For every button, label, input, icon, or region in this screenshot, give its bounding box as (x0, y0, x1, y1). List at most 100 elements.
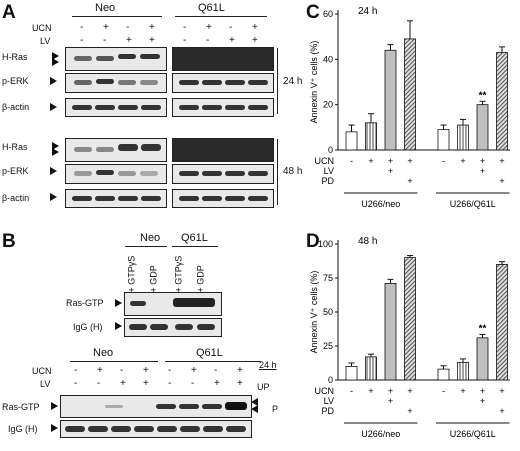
chart-c-ylabel: Annexin V⁺ cells (%) (309, 41, 319, 124)
panel-b-bottom-neo: Neo (93, 347, 114, 359)
chart-d-row-label: PD (321, 406, 334, 416)
panel-a-q61l-rule (175, 16, 267, 17)
panel-b-lv-sign-4: - (168, 378, 172, 389)
chart-c-significance: ** (479, 90, 487, 101)
chart-c-group-label: U266/neo (361, 199, 400, 209)
panel-b-ucn-label: UCN (32, 366, 52, 376)
chart-c-condition-sign: + (480, 166, 485, 176)
blot-hras-q61l-24 (172, 47, 274, 71)
arrow-icon (51, 402, 58, 410)
panel-b-treatment-2: + GTPγS (173, 255, 184, 293)
panel-a-ucn-sign-3: + (149, 22, 155, 33)
chart-c-bar (384, 49, 397, 151)
chart-d-ytick-label: 25 (323, 341, 333, 351)
chart-c-title: 24 h (358, 6, 377, 17)
panel-b-ucn-sign-0: - (74, 365, 78, 376)
panel-b-bottom-neo-rule (70, 361, 158, 362)
chart-d-condition-sign: + (368, 386, 373, 396)
chart-c-condition-sign: + (499, 176, 504, 186)
chart-c-condition-sign: - (442, 156, 445, 166)
chart-d-bar (476, 337, 489, 381)
chart-c-bar (345, 131, 358, 151)
chart-c-ytick-label: 20 (323, 100, 333, 110)
panel-a-lv-sign-7: + (252, 35, 258, 46)
panel-b-up-label: UP (257, 382, 270, 392)
chart-c-row-label: LV (324, 166, 334, 176)
blot-hras-neo-24 (65, 47, 167, 71)
chart-d-condition-sign: + (480, 386, 485, 396)
panel-a-bactin-24-label: β-actin (2, 102, 30, 112)
panel-a-lv-sign-2: + (126, 35, 132, 46)
panel-b-top-neo-rule (125, 246, 167, 247)
panel-b-bottom-q61l: Q61L (196, 347, 223, 359)
panel-c-letter: C (306, 2, 320, 23)
arrow-icon (251, 398, 258, 406)
blot-perk-neo-24 (65, 73, 167, 93)
blot-bactin-neo-24 (65, 98, 167, 117)
chart-d-group-label: U266/neo (361, 429, 400, 439)
chart-d-ytick-label: 50 (323, 307, 333, 317)
chart-c-condition-sign: + (460, 156, 465, 166)
panel-b-bottom-igg-label: IgG (H) (8, 424, 38, 434)
blot-perk-q61l-24 (172, 73, 274, 93)
blot-perk-q61l-48 (172, 164, 274, 184)
arrow-icon (115, 299, 122, 307)
chart-d-condition-sign: + (499, 386, 504, 396)
panel-d-letter: D (306, 231, 320, 252)
panel-a-letter: A (2, 2, 16, 23)
blot-rasgtp-top (124, 292, 222, 316)
chart-c-bar (365, 122, 377, 151)
panel-a-lv-sign-3: + (149, 35, 155, 46)
chart-d-bar (457, 361, 469, 381)
panel-a-ucn-label: UCN (32, 23, 52, 33)
arrow-icon (50, 167, 57, 175)
chart-d-bar (384, 283, 397, 381)
chart-d-ytick-label: 75 (323, 273, 333, 283)
panel-a-lv-sign-6: + (229, 35, 235, 46)
arrow-icon (52, 58, 59, 66)
chart-d-condition-sign: + (460, 386, 465, 396)
panel-a-group-q61l: Q61L (198, 2, 225, 14)
panel-a-ucn-sign-2: - (126, 22, 130, 33)
panel-b-ucn-sign-7: + (237, 365, 243, 376)
chart-c-bar (476, 104, 489, 151)
panel-a-perk-48-label: p-ERK (2, 166, 29, 176)
chart-d-condition-sign: + (407, 386, 412, 396)
arrow-icon (52, 142, 59, 150)
panel-b-lv-sign-7: + (237, 378, 243, 389)
panel-b-time-24: 24 h (259, 360, 277, 370)
blot-igg-bottom (60, 420, 252, 438)
arrow-icon (51, 424, 58, 432)
panel-a-ucn-sign-6: - (229, 22, 233, 33)
panel-b-treatment-0: + GTPγS (126, 255, 137, 293)
panel-b-ucn-sign-4: - (168, 365, 172, 376)
blot-bactin-q61l-48 (172, 189, 274, 208)
chart-c-condition-sign: + (407, 176, 412, 186)
panel-a-group-neo: Neo (95, 2, 116, 14)
chart-d-condition-sign: + (480, 396, 485, 406)
chart-c-ytick-label: 0 (328, 145, 333, 155)
panel-b-p-label: P (272, 404, 279, 414)
panel-b-lv-sign-6: + (214, 378, 220, 389)
panel-a-neo-rule (72, 16, 162, 17)
chart-d-bar (437, 368, 450, 381)
panel-a-lv-sign-1: - (103, 35, 107, 46)
chart-c-condition-sign: + (499, 156, 504, 166)
chart-d-condition-sign: + (388, 396, 393, 406)
panel-b-bottom-rasgtp-label: Ras-GTP (2, 402, 40, 412)
panel-a-lv-sign-5: - (206, 35, 210, 46)
chart-c-ytick-label: 60 (323, 9, 333, 19)
panel-a-time-24: 24 h (283, 76, 303, 87)
arrow-icon (251, 405, 258, 413)
blot-igg-top (124, 318, 222, 337)
panel-b-ucn-sign-2: - (120, 365, 124, 376)
panel-a-hras-24-label: H-Ras (2, 52, 28, 62)
panel-b-ucn-sign-5: + (191, 365, 197, 376)
chart-d-row-label: LV (324, 396, 334, 406)
chart-c-group-label: U266/Q61L (450, 199, 496, 209)
chart-c-condition-sign: - (350, 156, 353, 166)
panel-a-hras-48-label: H-Ras (2, 142, 28, 152)
panel-b-ucn-sign-1: + (97, 365, 103, 376)
panel-b-ucn-sign-3: + (143, 365, 149, 376)
